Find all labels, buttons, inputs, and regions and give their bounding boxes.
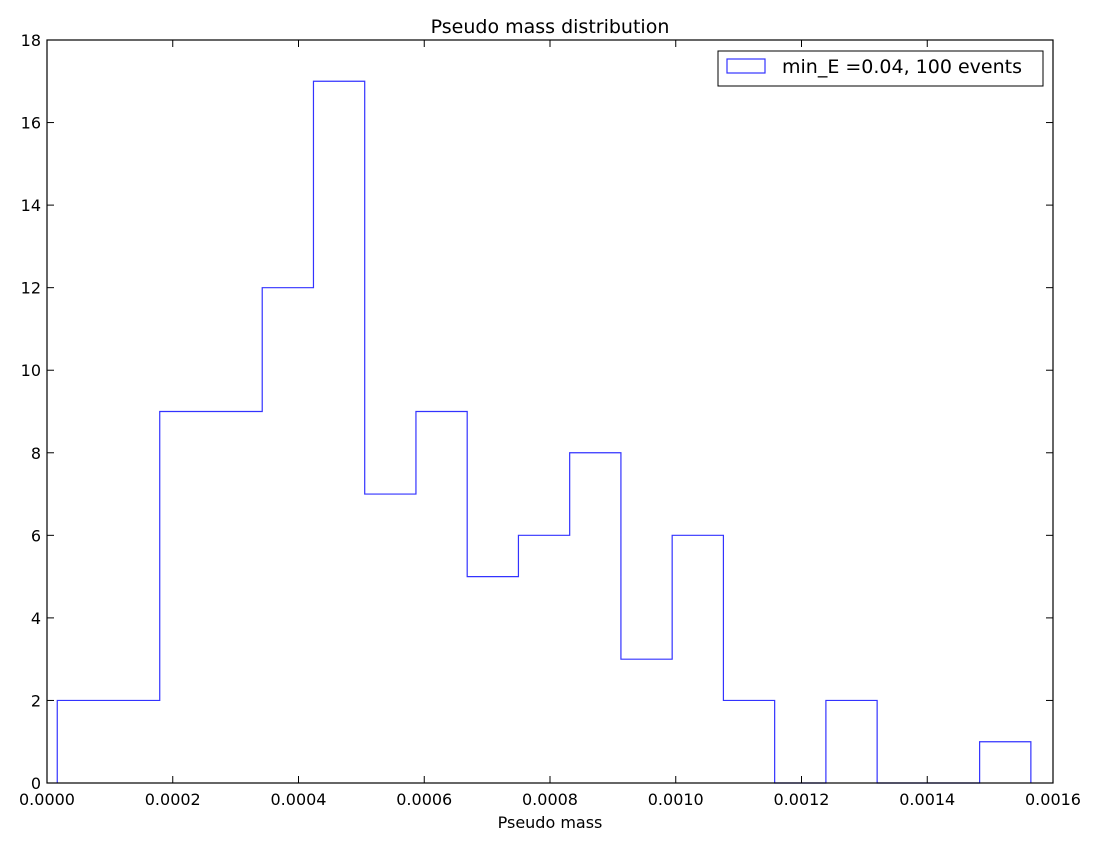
x-tick-label: 0.0016 xyxy=(1025,790,1081,809)
legend-box xyxy=(717,50,1044,87)
axis-ticks: 0.0000 0.0002 0.0004 0.0006 0.0008 0.0010 0.00… xyxy=(19,31,1081,809)
histogram-bin xyxy=(467,577,518,783)
legend-label: min_E =0.04, 100 events xyxy=(782,56,1022,78)
histogram-bin xyxy=(211,412,262,784)
histogram-bin xyxy=(826,700,877,783)
x-tick-label: 0.0010 xyxy=(648,790,704,809)
histogram-bin xyxy=(570,453,621,783)
histogram-bin xyxy=(108,700,159,783)
y-tick-label: 4 xyxy=(31,609,41,628)
histogram-bin xyxy=(723,700,774,783)
x-tick-label: 0.0004 xyxy=(271,790,327,809)
legend-swatch xyxy=(726,58,766,74)
y-tick-label: 12 xyxy=(21,279,41,298)
histogram-bin xyxy=(57,700,108,783)
y-tick-label: 6 xyxy=(31,526,41,545)
histogram-bin xyxy=(416,412,467,784)
x-tick-label: 0.0006 xyxy=(396,790,452,809)
y-tick-label: 16 xyxy=(21,114,41,133)
y-tick-label: 10 xyxy=(21,361,41,380)
x-tick-label: 0.0000 xyxy=(19,790,75,809)
y-tick-label: 14 xyxy=(21,196,41,215)
y-tick-label: 0 xyxy=(31,774,41,793)
histogram-bin xyxy=(160,412,211,784)
histogram-bin xyxy=(980,742,1031,783)
x-tick-label: 0.0008 xyxy=(522,790,578,809)
histogram-series xyxy=(56,80,1032,784)
histogram-bin xyxy=(365,494,416,783)
histogram-bin xyxy=(262,288,313,783)
histogram-bin xyxy=(518,535,569,783)
x-tick-label: 0.0012 xyxy=(774,790,830,809)
histogram-step-line xyxy=(56,80,1032,784)
histogram-bin xyxy=(313,81,364,783)
y-tick-label: 18 xyxy=(21,31,41,50)
x-axis-label: Pseudo mass xyxy=(498,813,603,832)
chart-title: Pseudo mass distribution xyxy=(431,16,670,38)
x-tick-label: 0.0014 xyxy=(899,790,955,809)
y-tick-label: 2 xyxy=(31,691,41,710)
x-tick-label: 0.0002 xyxy=(145,790,201,809)
histogram-bin xyxy=(621,659,672,783)
y-tick-label: 8 xyxy=(31,444,41,463)
legend: min_E =0.04, 100 events xyxy=(717,50,1044,87)
histogram-bin xyxy=(672,535,723,783)
